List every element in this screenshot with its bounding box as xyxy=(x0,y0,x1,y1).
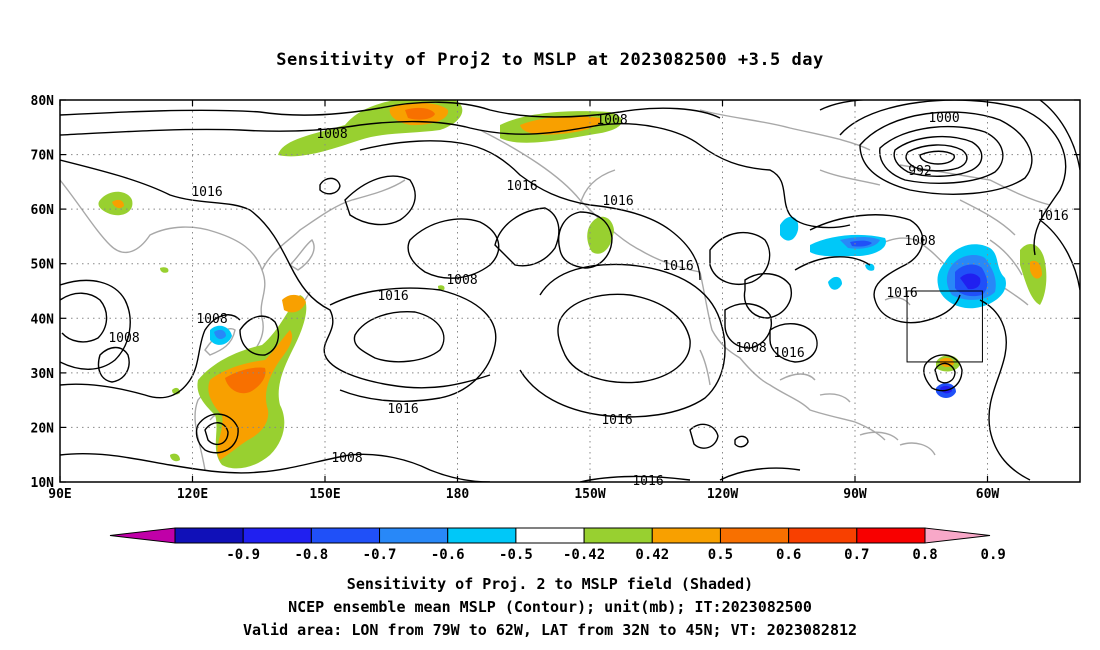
colorbar-swatch xyxy=(719,527,790,544)
colorbar-label: -0.7 xyxy=(363,547,397,563)
axis-ticks xyxy=(59,99,1080,483)
colorbar-label: 0.42 xyxy=(635,547,669,563)
colorbar-swatch xyxy=(242,527,312,544)
contour-labels: 1008 1008 1016 1016 1016 1016 1016 1008 … xyxy=(108,111,1068,489)
contour-label: 1008 xyxy=(446,273,477,288)
colorbar-label: -0.8 xyxy=(295,547,329,563)
colorbar-label: 0.9 xyxy=(981,547,1006,563)
colorbar-label: -0.5 xyxy=(499,547,533,563)
colorbar-swatch xyxy=(583,527,653,544)
caption-line-1: Sensitivity of Proj. 2 to MSLP field (Sh… xyxy=(346,575,754,593)
contour-label: 1016 xyxy=(506,179,537,194)
colorbar-swatch xyxy=(310,527,381,544)
map-title: Sensitivity of Proj2 to MSLP at 20230825… xyxy=(276,50,824,70)
lat-tick-label: 10N xyxy=(31,476,55,491)
contour-label: 1016 xyxy=(773,346,804,361)
colorbar-swatch xyxy=(174,527,244,544)
lon-tick-label: 120E xyxy=(177,487,208,502)
lon-tick-label: 180 xyxy=(446,487,470,502)
contour-label: 1016 xyxy=(387,402,418,417)
contour-label: 1008 xyxy=(735,341,766,356)
colorbar-label: -0.6 xyxy=(431,547,465,563)
colorbar-low-extension xyxy=(109,527,176,544)
lat-tick-label: 70N xyxy=(31,149,55,164)
colorbar: -0.9 -0.8 -0.7 -0.6 -0.5 -0.42 0.42 0.5 0.6 0.7 0.… xyxy=(109,527,1006,563)
contour-label: 1000 xyxy=(928,111,959,126)
lat-labels: 80N 70N 60N 50N 40N 30N 20N 10N xyxy=(31,94,55,491)
colorbar-swatch xyxy=(447,527,517,544)
lat-tick-label: 60N xyxy=(31,203,55,218)
lat-tick-label: 80N xyxy=(31,94,55,109)
caption-line-2: NCEP ensemble mean MSLP (Contour); unit(… xyxy=(288,598,812,616)
colorbar-swatch xyxy=(515,527,585,544)
lat-tick-label: 30N xyxy=(31,367,55,382)
contour-label: 1008 xyxy=(196,312,227,327)
contour-label: 1016 xyxy=(602,194,633,209)
lon-tick-label: 150E xyxy=(309,487,340,502)
colorbar-high-extension xyxy=(924,527,991,544)
colorbar-swatch xyxy=(379,527,449,544)
lon-tick-label: 150W xyxy=(574,487,605,502)
lon-tick-label: 90W xyxy=(843,487,867,502)
lon-tick-label: 120W xyxy=(707,487,738,502)
lon-tick-label: 90E xyxy=(48,487,71,502)
contour-label: 1016 xyxy=(1037,209,1068,224)
lat-tick-label: 20N xyxy=(31,421,55,436)
colorbar-label: 0.5 xyxy=(708,547,733,563)
contour-label: 1008 xyxy=(108,331,139,346)
contour-label: 1008 xyxy=(596,113,627,128)
lat-tick-label: 50N xyxy=(31,258,55,273)
lat-tick-label: 40N xyxy=(31,312,55,327)
caption-line-3: Valid area: LON from 79W to 62W, LAT fro… xyxy=(242,621,858,639)
contour-label: 1016 xyxy=(662,259,693,274)
colorbar-label: 0.7 xyxy=(844,547,869,563)
contour-label: 1016 xyxy=(377,289,408,304)
lon-tick-label: 60W xyxy=(976,487,1000,502)
colorbar-swatch xyxy=(788,527,858,544)
sensitivity-shading xyxy=(98,100,1047,469)
contour-label: 1008 xyxy=(316,127,347,142)
map-frame xyxy=(59,99,1081,483)
colorbar-label: -0.9 xyxy=(226,547,260,563)
contour-label: 1008 xyxy=(331,451,362,466)
contour-label: 1016 xyxy=(601,413,632,428)
contour-label: 992 xyxy=(908,164,931,179)
contour-label: 1016 xyxy=(886,286,917,301)
lon-labels: 90E 120E 150E 180 150W 120W 90W 60W xyxy=(48,487,999,502)
mslp-contours xyxy=(60,100,1080,482)
colorbar-label: 0.6 xyxy=(776,547,801,563)
colorbar-label: 0.8 xyxy=(912,547,937,563)
valid-area-box xyxy=(906,290,983,363)
contour-label: 1008 xyxy=(904,234,935,249)
colorbar-swatch xyxy=(651,527,721,544)
contour-label: 1016 xyxy=(191,185,222,200)
colorbar-label: -0.42 xyxy=(563,547,605,563)
colorbar-swatch xyxy=(856,527,926,544)
